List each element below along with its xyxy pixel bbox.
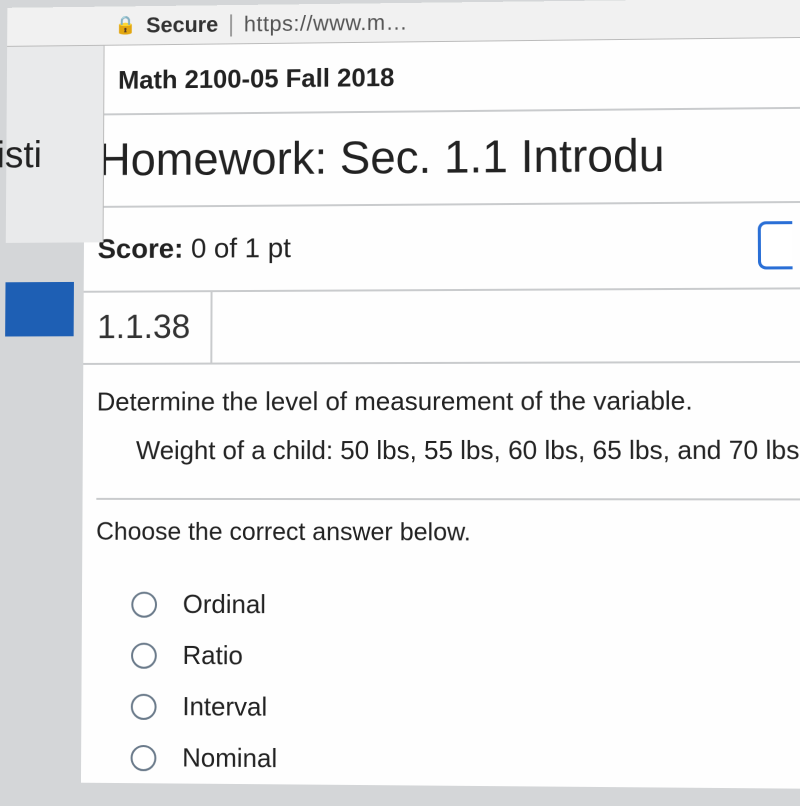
- option-nominal[interactable]: Nominal: [130, 732, 800, 789]
- sidebar-tab-fragment[interactable]: isti: [0, 135, 42, 178]
- score-value: 0 of 1 pt: [191, 232, 291, 263]
- question-block: Determine the level of measurement of th…: [83, 363, 800, 498]
- url-text: https://www.m…: [244, 9, 408, 37]
- option-label: Ordinal: [183, 589, 266, 620]
- option-ratio[interactable]: Ratio: [131, 630, 800, 685]
- radio-icon[interactable]: [131, 642, 157, 668]
- score-label: Score:: [98, 233, 184, 264]
- course-title: Math 2100-05 Fall 2018: [104, 38, 800, 115]
- option-label: Ratio: [183, 640, 243, 671]
- radio-icon[interactable]: [131, 744, 157, 770]
- option-ordinal[interactable]: Ordinal: [131, 579, 800, 633]
- secure-label: Secure: [146, 12, 218, 38]
- sidebar-active-indicator: [5, 282, 74, 337]
- radio-icon[interactable]: [131, 693, 157, 719]
- question-number: 1.1.38: [83, 292, 212, 363]
- question-number-row: 1.1.38: [83, 289, 800, 365]
- address-divider: |: [228, 10, 234, 38]
- answer-instruction: Choose the correct answer below.: [82, 500, 800, 575]
- answer-options: Ordinal Ratio Interval Nominal: [81, 573, 800, 789]
- main-content: Homework: Sec. 1.1 Introdu Score: 0 of 1…: [81, 109, 800, 789]
- option-label: Nominal: [182, 742, 277, 774]
- question-data: Weight of a child: 50 lbs, 55 lbs, 60 lb…: [96, 435, 790, 489]
- nav-button-stub[interactable]: [758, 221, 793, 269]
- homework-title: Homework: Sec. 1.1 Introdu: [84, 109, 800, 208]
- left-sidebar: isti: [6, 46, 105, 243]
- question-stem: Determine the level of measurement of th…: [97, 385, 790, 417]
- option-interval[interactable]: Interval: [131, 681, 800, 737]
- option-label: Interval: [182, 691, 267, 723]
- lock-icon: 🔒: [114, 15, 136, 36]
- radio-icon[interactable]: [131, 591, 157, 617]
- score-row: Score: 0 of 1 pt: [84, 203, 800, 293]
